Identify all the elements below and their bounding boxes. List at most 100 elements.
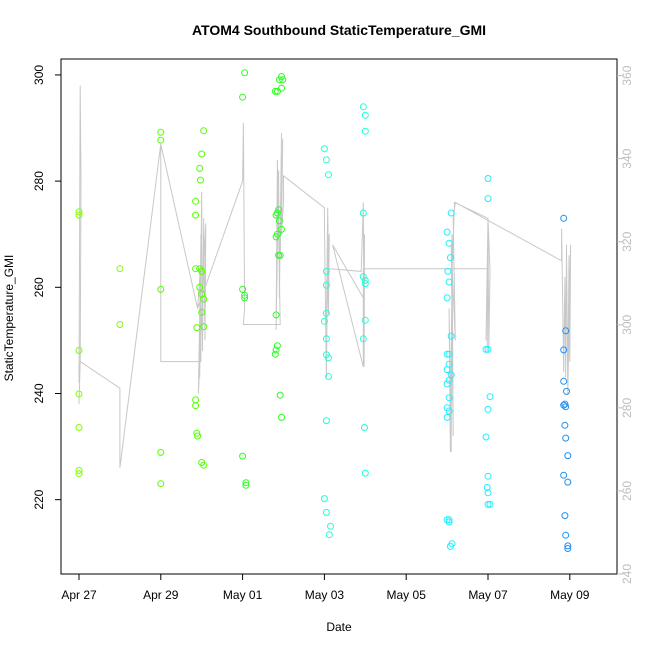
x-tick-label: May 01 [223,588,263,602]
data-point [361,111,369,119]
data-point [273,342,281,350]
data-point [327,522,334,530]
data-point [196,283,204,291]
data-point [482,433,490,441]
data-point [200,127,208,135]
data-point [445,394,453,402]
y-tick-label: 260 [32,277,46,297]
data-point [157,128,165,136]
data-point [443,413,451,421]
data-point [320,145,328,153]
data-point [192,396,200,404]
data-point [278,413,285,421]
data-point [447,371,455,379]
data-point [279,76,287,84]
data-point [116,321,124,328]
data-point [560,346,568,354]
data-point [276,391,284,399]
data-point [447,209,455,217]
x-tick-label: May 03 [305,588,345,602]
data-point [276,251,284,259]
data-point [157,136,165,144]
data-point [273,209,281,217]
data-point [445,407,453,415]
data-point [445,239,453,247]
plot-frame [60,58,618,575]
data-point [241,69,249,77]
data-point [75,347,83,354]
data-point [443,366,451,374]
data-point [197,176,204,184]
y-tick-label: 240 [32,383,46,403]
data-point [275,217,283,225]
data-point [320,317,328,325]
data-point [561,421,569,429]
data-point [192,211,200,219]
data-point [448,540,456,548]
data-point [272,311,280,319]
data-point [484,489,492,497]
data-point [193,324,201,332]
data-point [320,495,328,503]
x-axis: Apr 27 Apr 29 May 01 May 03 May 05 May 07 May … [61,574,590,602]
data-point [271,87,279,95]
data-point [198,267,206,275]
y2-tick-label: 300 [620,314,634,334]
data-point [443,516,451,524]
data-point [563,387,570,395]
data-point [241,294,249,302]
data-point [443,294,451,302]
data-point [562,327,570,335]
data-point [484,175,492,182]
data-point [361,280,369,288]
data-point [564,452,572,460]
data-point [359,335,367,343]
data-point [157,480,165,488]
data-point [325,354,332,362]
y2-tick-label: 360 [620,65,634,85]
data-point [361,127,369,135]
data-point [192,402,200,410]
data-point [322,267,330,275]
data-point [361,424,368,431]
data-points [75,69,572,552]
x-tick-label: May 09 [550,588,590,602]
series-line [78,85,572,468]
data-point [443,350,451,358]
data-point [445,516,453,524]
data-point [562,434,570,442]
data-point [564,545,572,552]
data-line [78,85,572,468]
data-point [447,332,455,340]
data-point [322,417,330,425]
data-point [562,403,570,411]
data-point [361,469,369,477]
data-point [192,265,200,273]
data-point [275,206,283,214]
data-point [560,377,568,385]
data-point [242,481,250,489]
data-point [200,461,208,469]
data-point [484,472,492,480]
data-point [560,471,568,479]
data-point [445,278,453,286]
data-point [75,208,83,216]
data-point [482,345,490,353]
data-point [444,267,452,275]
x-tick-label: May 07 [468,588,508,602]
data-point [361,316,369,324]
data-point [75,424,83,431]
data-point [445,350,453,358]
data-point [75,470,83,478]
data-point [484,405,492,413]
x-axis-label: Date [326,620,352,634]
data-point [239,93,247,101]
chart-title: ATOM4 Southbound StaticTemperature_GMI [192,22,486,38]
y2-tick-label: 260 [620,481,634,501]
data-point [359,209,367,217]
data-point [445,518,453,526]
data-point [196,164,204,172]
data-point [278,84,285,92]
data-point [271,350,279,358]
